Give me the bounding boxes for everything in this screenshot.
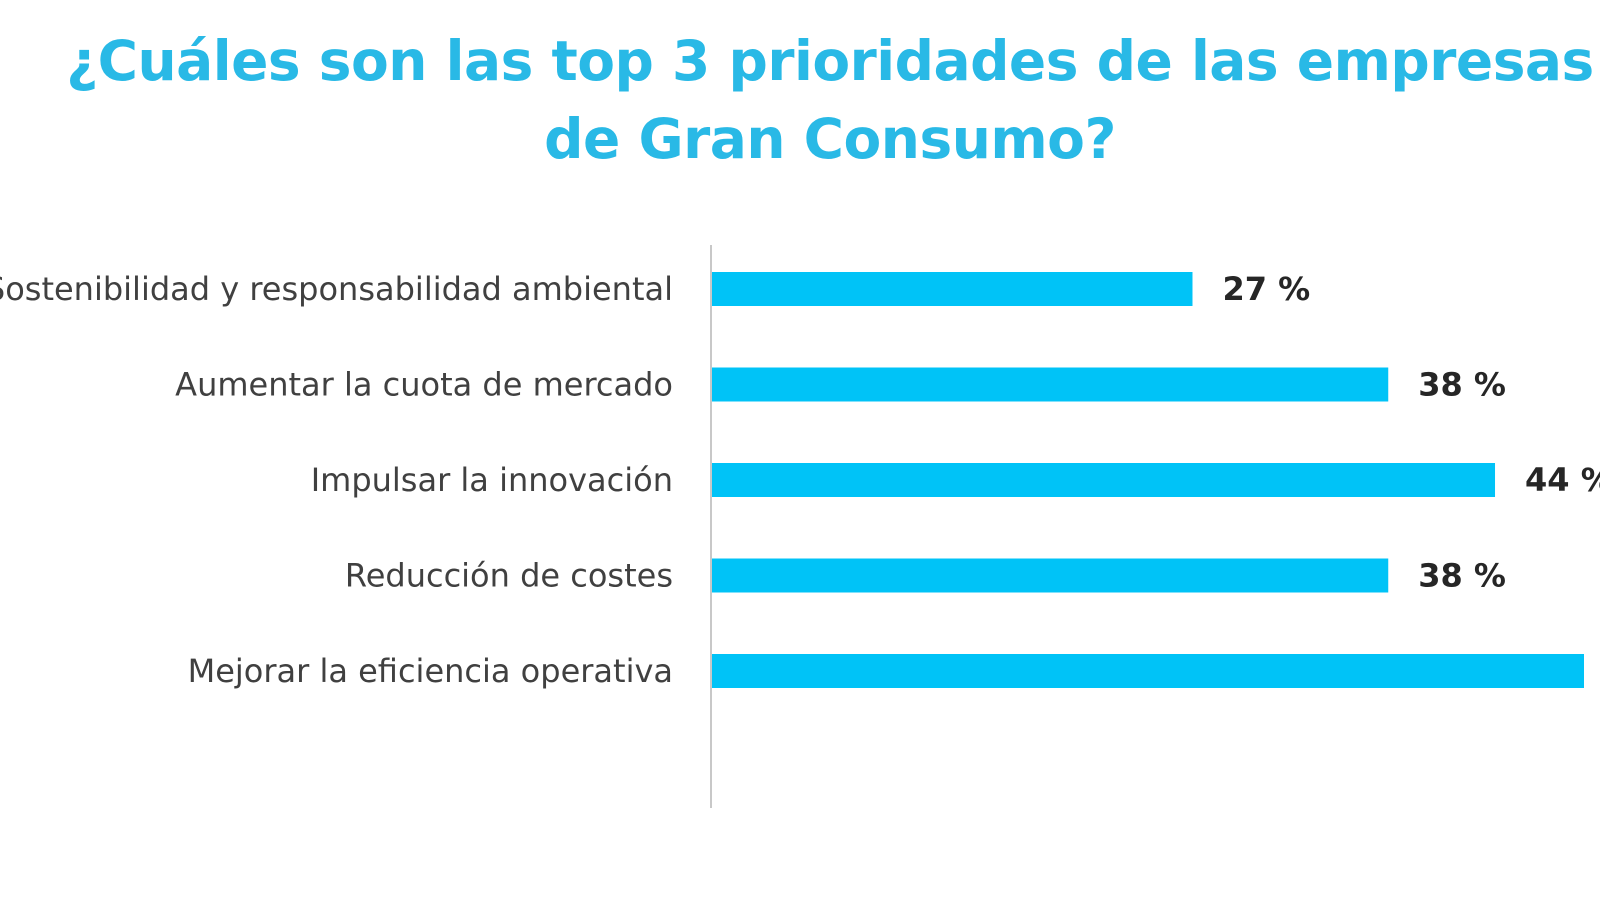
bar — [712, 558, 1389, 593]
bars-group — [712, 272, 1584, 688]
value-label: 38 % — [1418, 366, 1506, 404]
category-label: Mejorar la eficiencia operativa — [188, 652, 673, 690]
bar — [712, 367, 1389, 402]
bar — [712, 272, 1193, 306]
bar — [712, 654, 1584, 688]
category-label: Aumentar la cuota de mercado — [175, 366, 673, 404]
labels-group: Sostenibilidad y responsabilidad ambient… — [0, 270, 1600, 690]
chart-title: ¿Cuáles son las top 3 prioridades de las… — [66, 29, 1594, 171]
category-label: Sostenibilidad y responsabilidad ambient… — [0, 270, 673, 308]
value-label: 27 % — [1222, 270, 1310, 308]
category-label: Impulsar la innovación — [311, 461, 673, 499]
category-label: Reducción de costes — [345, 557, 673, 595]
bar — [712, 463, 1496, 497]
value-label: 44 % — [1525, 461, 1600, 499]
value-label: 38 % — [1418, 557, 1506, 595]
